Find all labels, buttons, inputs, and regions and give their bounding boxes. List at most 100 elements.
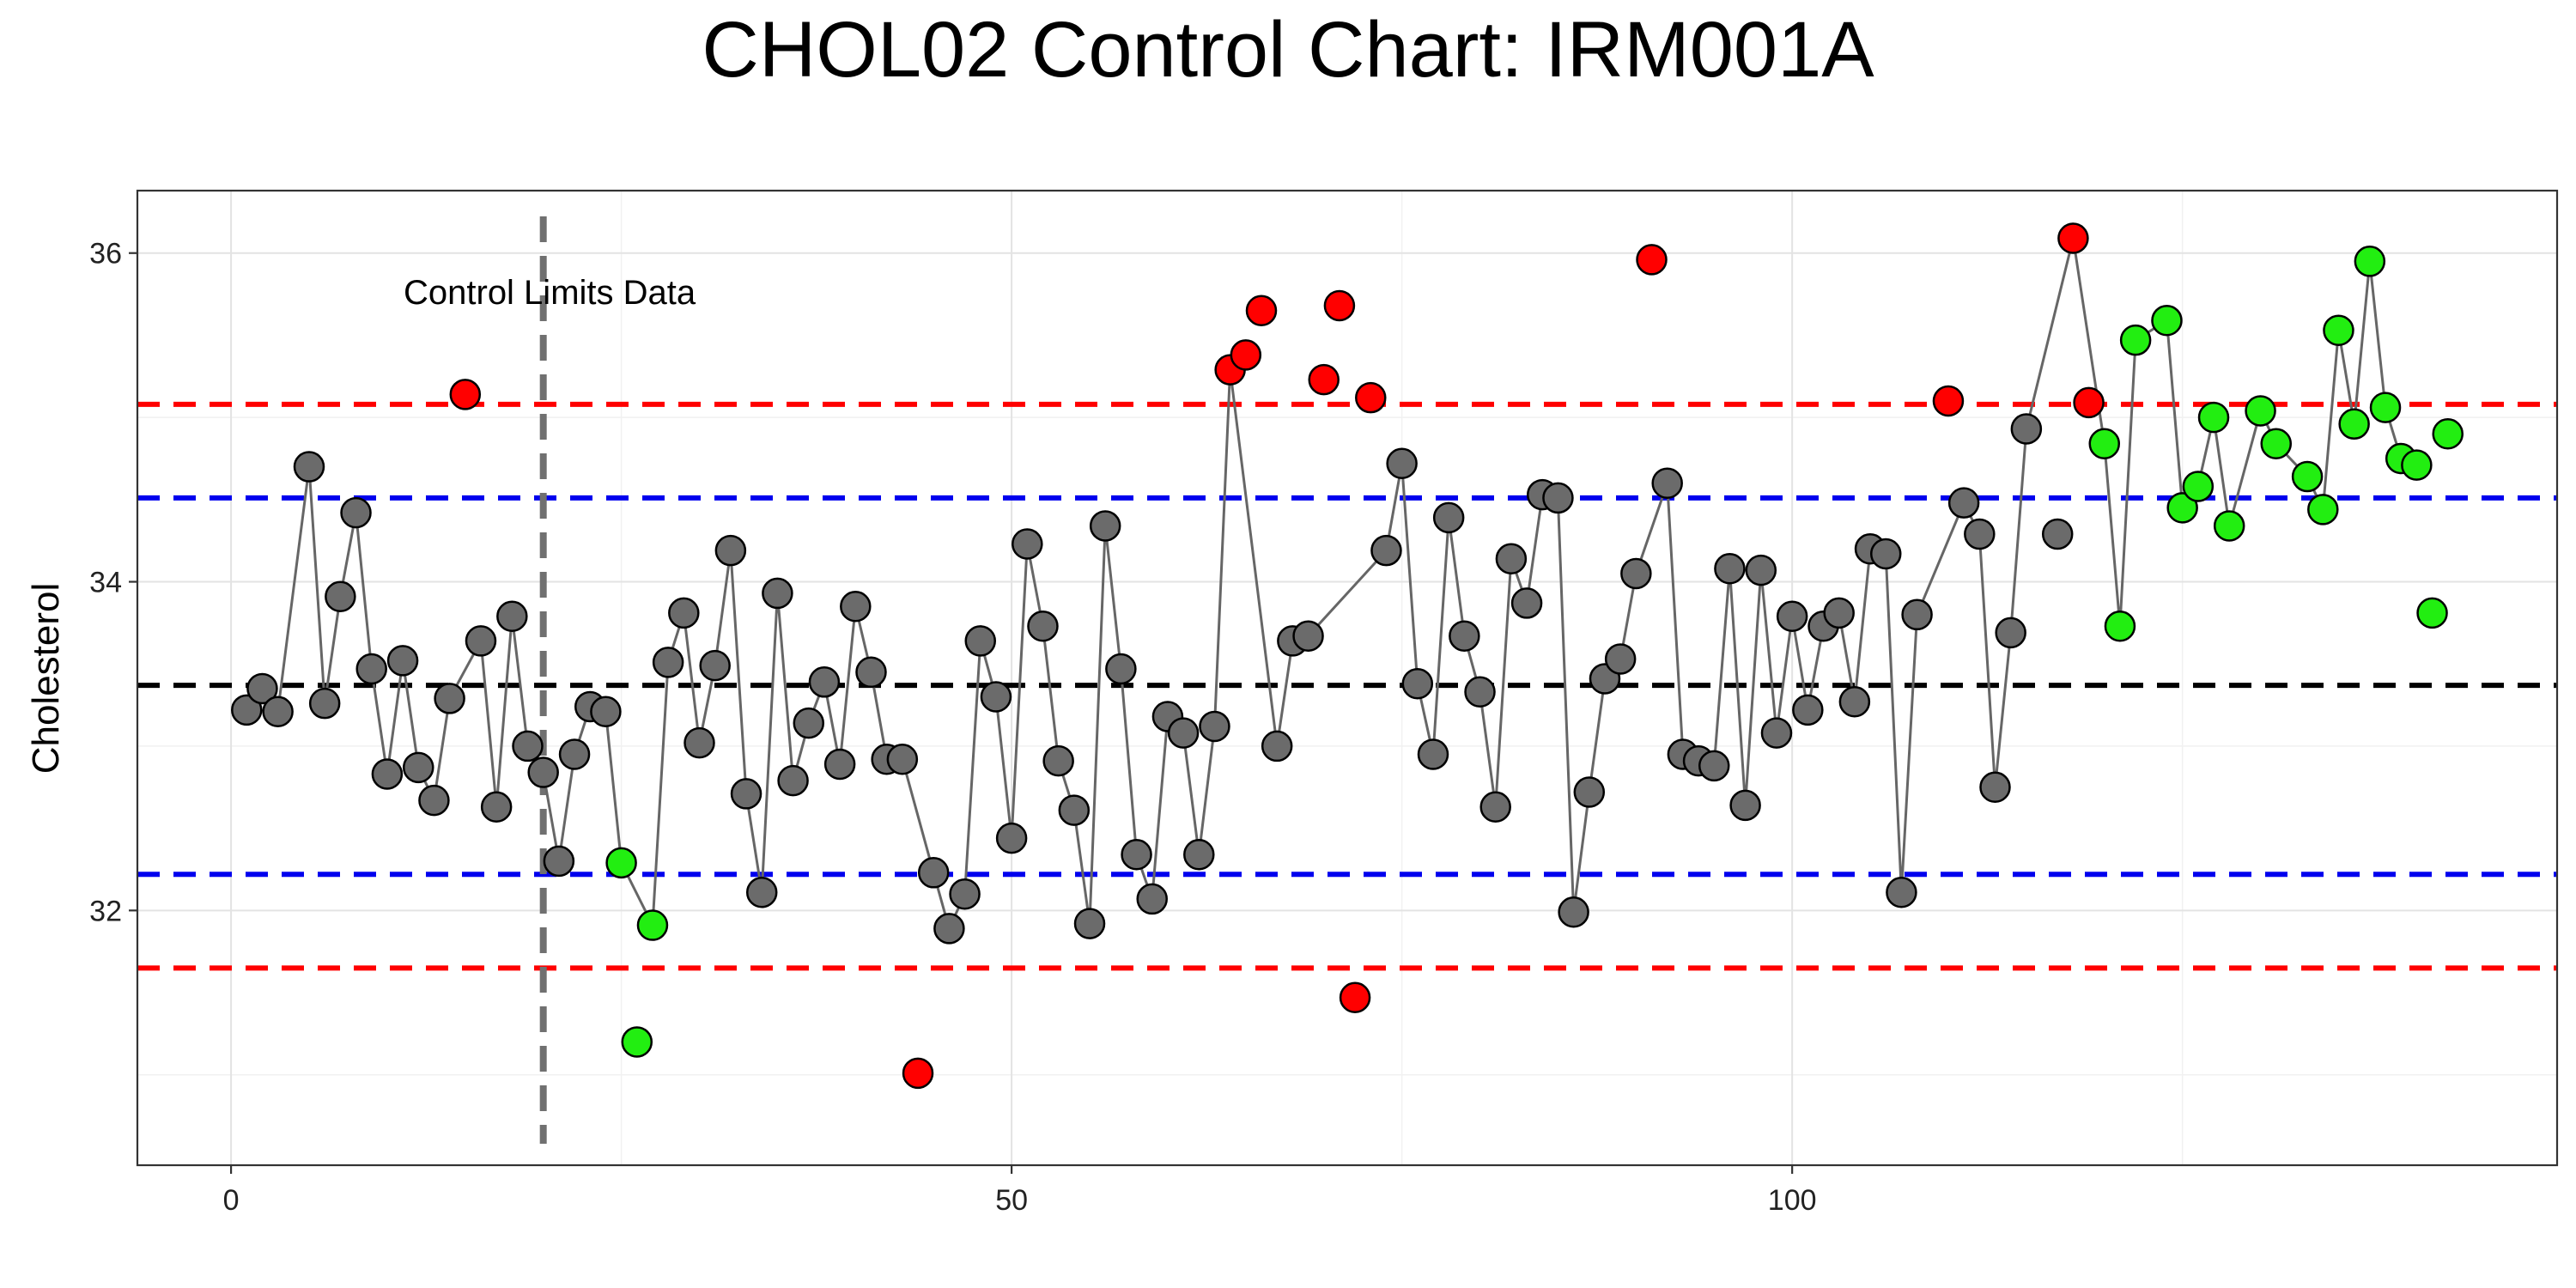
- y-tick-label: 36: [89, 238, 122, 270]
- data-point: [683, 726, 715, 759]
- data-point: [1245, 295, 1278, 326]
- data-point: [652, 647, 684, 678]
- data-point: [465, 625, 497, 657]
- data-point: [262, 696, 294, 727]
- data-point: [325, 580, 356, 613]
- data-point: [2369, 392, 2402, 423]
- data-point: [1510, 587, 1543, 619]
- x-axis: 0 50 100: [223, 1165, 1817, 1217]
- data-point: [308, 687, 341, 720]
- data-point: [590, 696, 622, 727]
- data-point: [1183, 839, 1215, 871]
- data-point: [1636, 244, 1668, 276]
- plot-panel: [137, 191, 2557, 1165]
- data-point: [1901, 598, 1933, 631]
- data-point: [964, 625, 997, 657]
- data-point: [1932, 385, 1965, 417]
- data-point: [2401, 449, 2433, 481]
- data-point: [371, 758, 404, 790]
- data-points: [231, 222, 2464, 1090]
- data-point: [2151, 304, 2183, 337]
- data-point: [480, 791, 513, 823]
- data-point: [793, 707, 825, 739]
- data-point: [1776, 600, 1808, 632]
- data-point: [933, 913, 965, 945]
- data-point: [1199, 710, 1230, 743]
- data-point: [293, 451, 325, 483]
- data-point: [1558, 896, 1589, 928]
- x-tick-label: 0: [223, 1184, 240, 1217]
- data-point: [1027, 610, 1059, 642]
- data-point: [403, 751, 434, 784]
- data-point: [246, 672, 278, 705]
- data-point: [1012, 528, 1043, 560]
- data-point: [496, 600, 528, 632]
- data-point: [1339, 981, 1371, 1014]
- data-point: [808, 666, 841, 698]
- data-point: [2182, 471, 2215, 502]
- data-point: [1292, 620, 1324, 652]
- data-point: [2119, 324, 2152, 356]
- data-point: [2432, 418, 2464, 450]
- data-point: [1651, 467, 1683, 499]
- data-point: [1167, 717, 1200, 749]
- data-point: [340, 496, 372, 529]
- data-point: [1355, 381, 1387, 414]
- data-point: [1573, 776, 1606, 808]
- data-point: [558, 738, 591, 770]
- data-point: [434, 683, 465, 714]
- data-point: [1479, 791, 1511, 823]
- data-point: [745, 877, 778, 908]
- data-point: [2291, 460, 2324, 493]
- data-point: [995, 822, 1028, 854]
- data-point: [2041, 518, 2074, 550]
- data-point: [2057, 222, 2089, 254]
- y-axis-title: Cholesterol: [25, 583, 67, 775]
- reference-lines: [137, 216, 2557, 1144]
- data-point: [699, 649, 731, 682]
- data-point: [2166, 492, 2198, 524]
- data-point: [668, 597, 700, 629]
- data-point: [1308, 363, 1340, 396]
- data-point: [1792, 694, 1824, 726]
- data-point: [949, 878, 981, 910]
- data-point: [1729, 789, 1761, 822]
- data-point: [449, 379, 482, 410]
- data-point: [2073, 386, 2105, 419]
- data-point: [902, 1057, 934, 1090]
- data-point: [777, 764, 809, 797]
- x-tick-label: 100: [1768, 1184, 1817, 1217]
- data-point: [1823, 597, 1855, 629]
- data-point: [1745, 554, 1777, 586]
- data-point: [1073, 908, 1106, 939]
- data-point: [1947, 487, 1980, 519]
- data-point: [2104, 610, 2136, 642]
- data-point: [2197, 401, 2230, 434]
- data-point: [1417, 738, 1449, 770]
- data-point: [605, 847, 637, 879]
- data-point: [1698, 750, 1730, 782]
- data-point: [2354, 246, 2386, 277]
- data-point: [621, 1026, 653, 1058]
- data-point: [1449, 620, 1480, 652]
- data-point: [1620, 557, 1652, 590]
- data-point: [1464, 676, 1496, 708]
- data-point: [980, 681, 1012, 713]
- data-point: [1432, 501, 1465, 534]
- data-point: [762, 577, 793, 610]
- data-point: [1323, 289, 1356, 322]
- data-point: [2307, 494, 2339, 526]
- data-point: [823, 748, 856, 781]
- data-point: [1042, 744, 1074, 777]
- data-point: [1058, 794, 1091, 826]
- data-point: [730, 778, 762, 810]
- data-point: [418, 784, 450, 817]
- data-point: [2010, 413, 2043, 445]
- x-tick-label: 50: [995, 1184, 1028, 1217]
- data-point: [1995, 617, 2026, 649]
- data-point: [1838, 686, 1871, 718]
- chart-title: CHOL02 Control Chart: IRM001A: [702, 6, 1874, 94]
- y-tick-label: 34: [89, 567, 122, 599]
- y-axis: 32 34 36: [89, 238, 137, 927]
